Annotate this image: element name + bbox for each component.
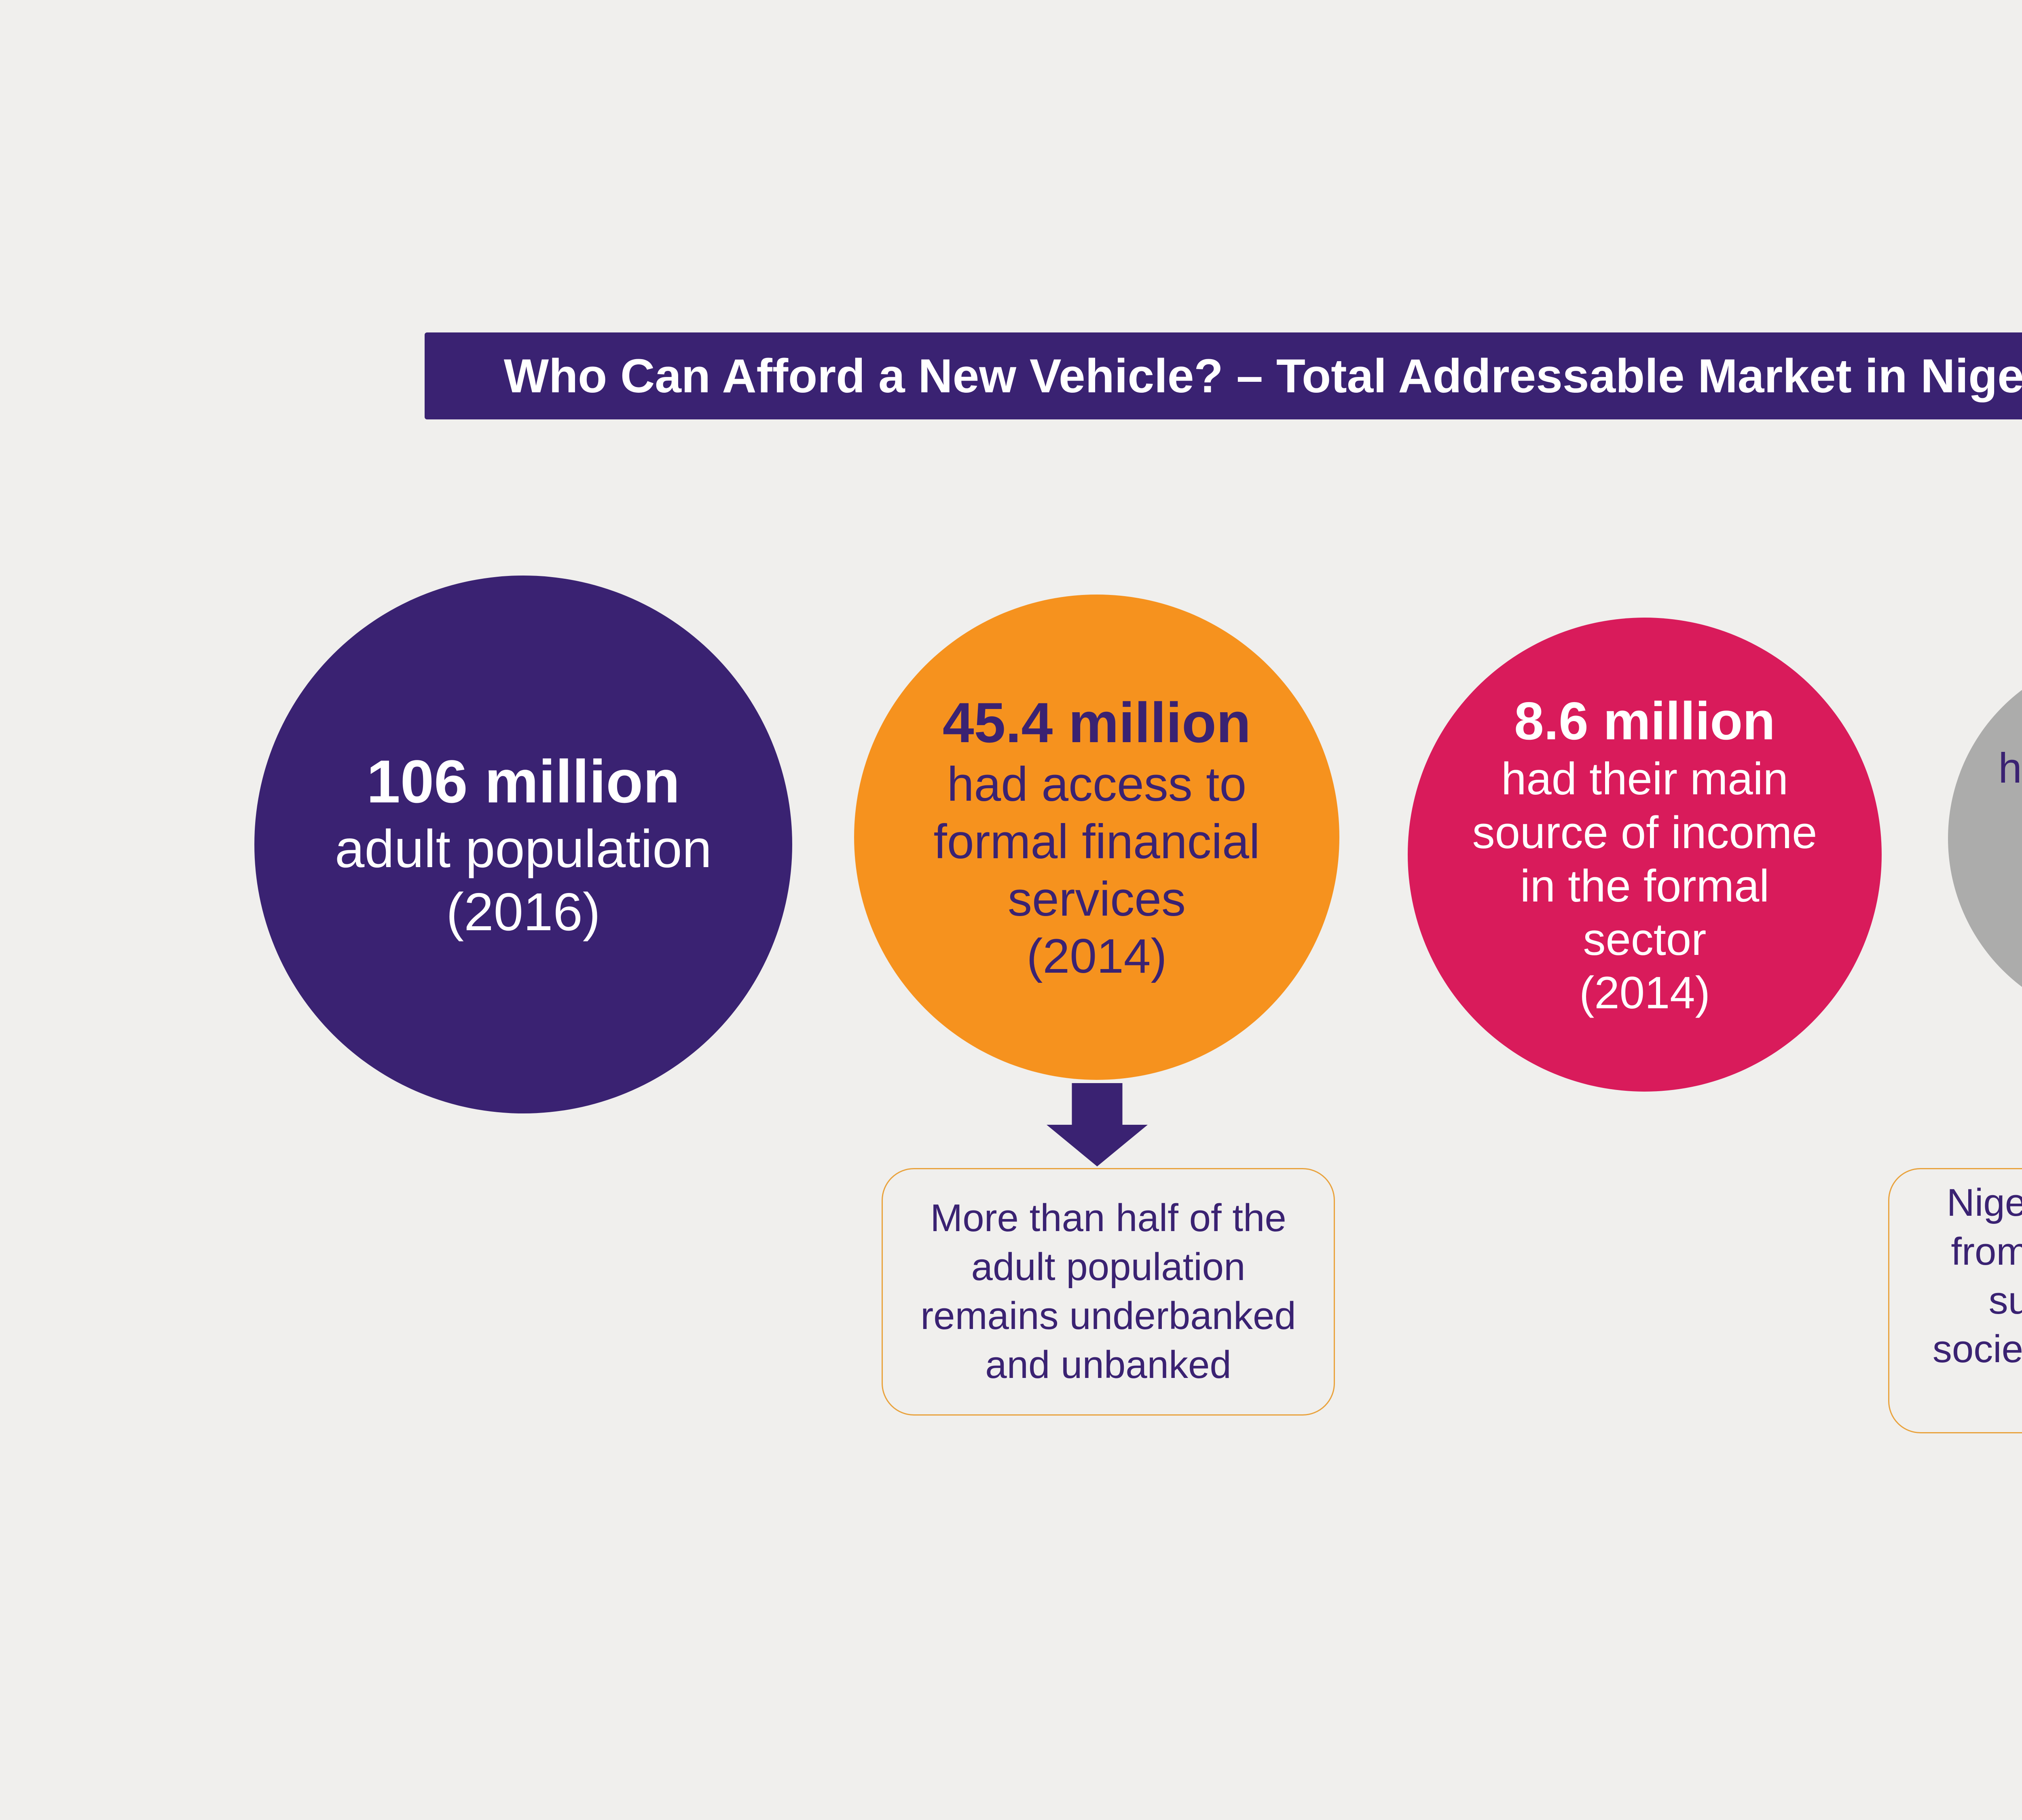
circle-formal-loans-text: 4 million had loans withformalfinanciali… [1998,683,2022,994]
title-bar: Who Can Afford a New Vehicle? – Total Ad… [425,332,2022,419]
callout-nonformal: Nigerians borrow majorlyfrom non-formal … [1888,1168,2022,1433]
circle-financial-access-text: 45.4 million had access to formal financi… [933,689,1260,985]
stat-value-formal-income: 8.6 million [1514,691,1775,751]
circle-formal-income-text: 8.6 million had their main source of inco… [1472,690,1817,1020]
circle-formal-income: 8.6 million had their main source of inco… [1408,618,1882,1092]
callout-nonformal-text: Nigerians borrow majorlyfrom non-formal … [1932,1181,2022,1371]
circle-financial-access: 45.4 million had access to formal financi… [854,595,1339,1080]
circle-adult-population: 106 million adult population (2016) [254,576,792,1113]
callout-underbanked-text: More than half of the adult population rem… [920,1196,1296,1386]
circle-formal-loans: 4 million had loans withformalfinanciali… [1948,652,2022,1024]
stat-value-formal-loans: 4 million [1998,683,2022,743]
stat-label-formal-loans: had loans withformalfinancialinstitution… [1998,744,2022,792]
stat-value-financial-access: 45.4 million [942,691,1251,755]
circle-adult-population-text: 106 million adult population (2016) [335,746,712,944]
stat-value-adult-population: 106 million [366,747,680,815]
stat-label-adult-population: adult population (2016) [334,819,712,942]
callout-underbanked: More than half of the adult population rem… [882,1168,1335,1416]
stat-label-formal-income: had their main source of income in the for… [1472,753,1817,1018]
page-title: Who Can Afford a New Vehicle? – Total Ad… [503,349,2022,403]
down-arrow-icon [1047,1083,1148,1166]
stat-label-financial-access: had access to formal financial services (20… [933,757,1260,984]
